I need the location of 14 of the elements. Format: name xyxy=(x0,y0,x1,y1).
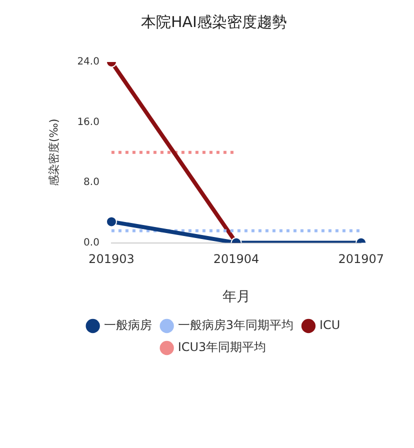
y-tick-label: 8.0 xyxy=(84,177,100,188)
chart-title: 本院HAI感染密度趨勢 xyxy=(141,12,287,31)
y-tick-label: 0.0 xyxy=(84,237,100,248)
y-axis-title: 感染密度(‰) xyxy=(47,118,60,186)
x-tick-label: 201903 xyxy=(88,252,134,266)
legend-label: 一般病房3年同期平均 xyxy=(178,318,294,332)
legend-label: 一般病房 xyxy=(104,318,152,332)
x-tick-label: 201904 xyxy=(213,252,260,266)
y-tick-label: 16.0 xyxy=(77,116,100,128)
y-tick-label: 24.0 xyxy=(77,56,100,68)
x-tick-label: 201907 xyxy=(338,252,384,266)
legend-label: ICU3年同期平均 xyxy=(178,340,266,354)
legend-label: ICU xyxy=(319,318,340,332)
x-axis-title: 年月 xyxy=(222,289,250,306)
